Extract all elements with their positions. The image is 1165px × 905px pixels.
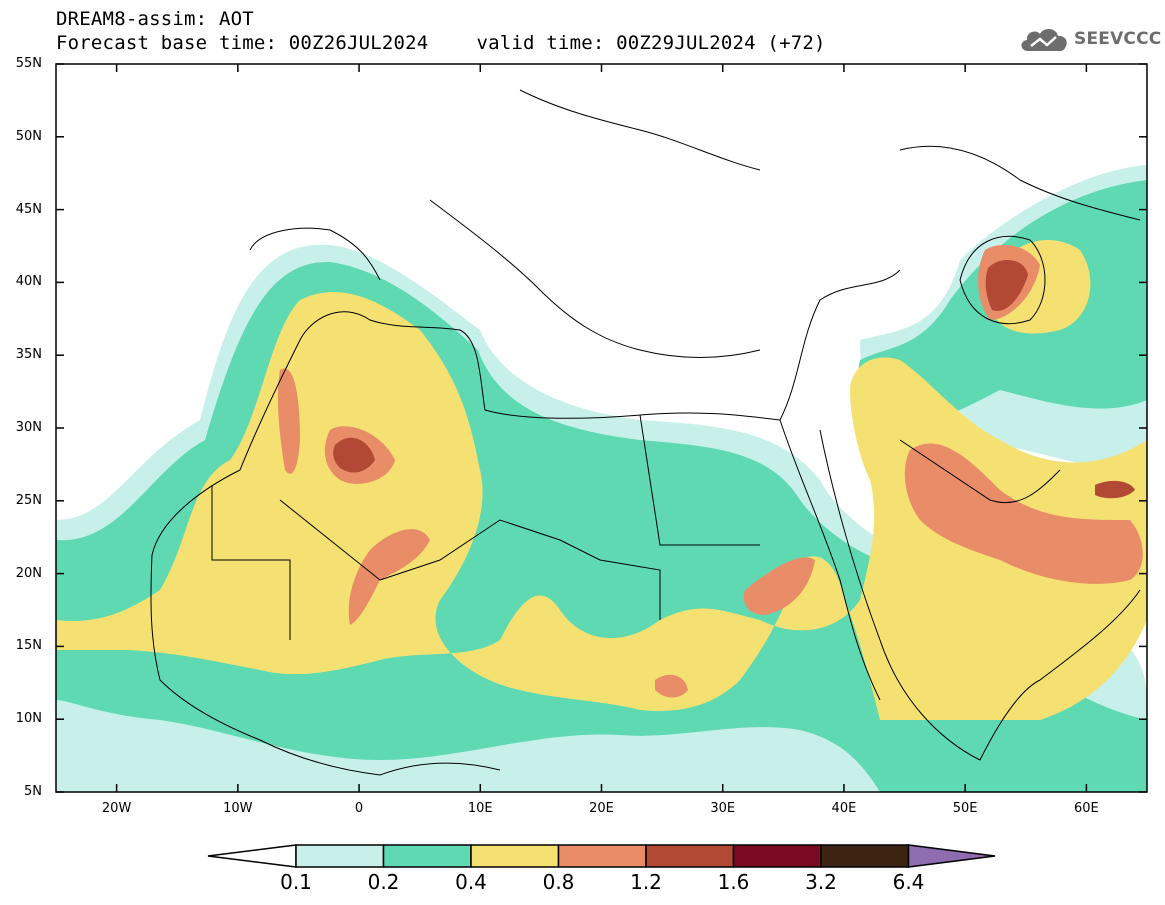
colorbar-label: 1.6 [717, 870, 750, 894]
colorbar-lower-extension [207, 844, 297, 868]
x-tick-label: 50E [952, 801, 978, 816]
map-title: DREAM8-assim: AOT [56, 8, 254, 30]
x-tick-label: 20W [101, 801, 132, 816]
x-tick-label: 30E [710, 801, 736, 816]
colorbar-upper-extension [907, 844, 996, 868]
logo-text: SEEVCCC [1074, 29, 1162, 49]
aot-field [56, 64, 1147, 792]
coastlines [150, 89, 1141, 776]
colorbar-box [295, 844, 385, 868]
colorbar-box [820, 844, 910, 868]
colorbar-label: 0.8 [542, 870, 575, 894]
colorbar-box [645, 844, 735, 868]
colorbar-label: 1.2 [630, 870, 662, 894]
x-tick-label: 20E [589, 801, 614, 816]
y-tick-label: 45N [15, 201, 42, 217]
x-tick-label: 10W [223, 801, 253, 816]
y-tick-label: 35N [15, 347, 42, 363]
y-tick-label: 30N [15, 420, 42, 435]
colorbar-label: 3.2 [805, 870, 837, 894]
y-tick-label: 55N [15, 56, 42, 71]
contour-1-2 [333, 259, 1135, 499]
map-subtitle: Forecast base time: 00Z26JUL2024 valid ti… [56, 32, 826, 54]
y-tick-label: 25N [15, 492, 42, 508]
y-tick-label: 15N [15, 638, 42, 654]
colorbar-label: 0.4 [455, 870, 487, 894]
x-tick-label: 10E [467, 801, 493, 816]
colorbar-box [557, 844, 647, 868]
x-tick-label: 0 [354, 801, 364, 816]
forecast-base-time: Forecast base time: 00Z26JUL2024 [56, 32, 429, 54]
x-tick-label: 60E [1073, 801, 1099, 816]
colorbar-box [470, 844, 560, 868]
colorbar-label: 6.4 [892, 870, 925, 894]
colorbar-label: 0.1 [280, 870, 312, 894]
colorbar-label: 0.2 [367, 870, 400, 894]
y-tick-label: 40N [15, 274, 42, 290]
cloud-icon [1021, 28, 1067, 51]
seevccc-logo: SEEVCCC [1018, 24, 1161, 54]
x-tick-label: 40E [831, 801, 857, 816]
colorbar-box [732, 844, 822, 868]
y-tick-label: 20N [15, 565, 42, 581]
y-tick-label: 5N [24, 784, 42, 799]
y-tick-label: 50N [15, 128, 42, 144]
valid-time: valid time: 00Z29JUL2024 (+72) [476, 32, 826, 54]
y-tick-label: 10N [15, 711, 42, 727]
axis-ticks [56, 63, 1147, 793]
colorbar-box [382, 844, 472, 868]
